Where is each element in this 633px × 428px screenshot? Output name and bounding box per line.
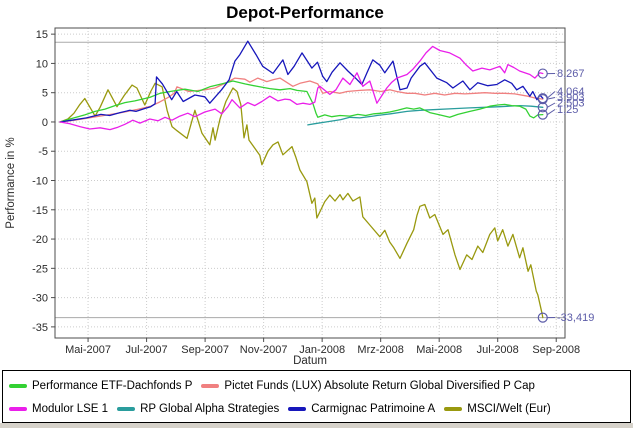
legend-label: Carmignac Patrimoine A xyxy=(311,402,436,415)
x-axis-title: Datum xyxy=(293,355,327,367)
end-value-label: 8,267 xyxy=(557,68,585,80)
x-tick-label: Sep-2007 xyxy=(181,344,229,356)
legend-row-1: Performance ETF-Dachfonds P Pictet Funds … xyxy=(9,374,624,397)
y-tick-label: 15 xyxy=(36,29,48,41)
end-value-leader xyxy=(546,91,556,99)
legend-swatch-performance-etf-dachfonds-p xyxy=(9,383,27,388)
end-value-label: -33,419 xyxy=(557,312,594,324)
x-tick-label: Mai-2008 xyxy=(416,344,462,356)
series-line-msci-welt-eur xyxy=(59,82,544,319)
legend-item-msci-welt-eur: MSCI/Welt (Eur) xyxy=(444,403,551,415)
legend-item-carmignac-patrimoine-a: Carmignac Patrimoine A xyxy=(288,403,435,415)
x-tick-label: Mai-2007 xyxy=(65,344,111,356)
performance-chart: Performance in % Datum 15 10 5 0 -5 -10 -15 -20… xyxy=(5,27,594,367)
y-tick-label: -10 xyxy=(32,176,48,188)
plot-border xyxy=(54,27,566,339)
y-tick-label: -35 xyxy=(32,322,48,334)
x-tick-label: Jan-2008 xyxy=(299,344,345,356)
legend: Performance ETF-Dachfonds P Pictet Funds … xyxy=(2,370,631,423)
y-tick-label: -15 xyxy=(32,205,48,217)
y-tick-label: 10 xyxy=(36,58,48,70)
end-value-leader xyxy=(547,97,556,100)
bottom-window-strip xyxy=(0,423,633,428)
legend-swatch-carmignac-patrimoine-a xyxy=(288,406,307,411)
x-tick-label: Jul-2007 xyxy=(125,344,167,356)
y-tick-label: -5 xyxy=(38,146,48,158)
legend-swatch-rp-global-alpha-strategies xyxy=(117,406,136,411)
legend-item-performance-etf-dachfonds-p: Performance ETF-Dachfonds P xyxy=(9,380,192,392)
y-tick-label: -25 xyxy=(32,263,48,275)
legend-label: Performance ETF-Dachfonds P xyxy=(32,379,193,392)
legend-swatch-modulor-lse-1 xyxy=(9,406,27,411)
end-value-label: 4,064 xyxy=(557,86,585,98)
legend-label: Pictet Funds (LUX) Absolute Return Globa… xyxy=(224,379,535,392)
series-line-rp-global-alpha-strategies xyxy=(307,104,544,126)
legend-row-2: Modulor LSE 1 RP Global Alpha Strategies C… xyxy=(9,397,624,420)
legend-label: Modulor LSE 1 xyxy=(32,402,109,415)
end-value-label: 1,25 xyxy=(557,104,578,116)
x-tick-label: Sep-2008 xyxy=(532,344,580,356)
series-line-modulor-lse-1 xyxy=(59,45,544,131)
y-tick-label: -20 xyxy=(32,234,48,246)
legend-swatch-msci-welt-eur xyxy=(444,406,463,411)
legend-item-rp-global-alpha-strategies: RP Global Alpha Strategies xyxy=(117,403,279,415)
legend-item-modulor-lse-1: Modulor LSE 1 xyxy=(9,403,108,415)
end-value-label: 2,503 xyxy=(557,98,585,110)
y-tick-label: 5 xyxy=(42,88,48,100)
legend-swatch-pictet-funds-lux-absolute-return-global-diversified-p-cap xyxy=(201,383,220,388)
y-tick-label: -30 xyxy=(32,293,48,305)
end-value-leader xyxy=(547,102,556,108)
y-axis-title: Performance in % xyxy=(5,137,17,228)
y-tick-label: 0 xyxy=(42,117,48,129)
series-line-performance-etf-dachfonds-p xyxy=(59,80,544,123)
chart-title: Depot-Performance xyxy=(226,3,384,22)
x-tick-label: Mrz-2008 xyxy=(357,344,403,356)
legend-item-pictet-funds-lux-absolute-return-global-diversified-p-cap: Pictet Funds (LUX) Absolute Return Globa… xyxy=(201,379,535,392)
end-value-leader xyxy=(546,109,556,116)
x-tick-label: Jul-2008 xyxy=(477,344,519,356)
end-value-label: 3,903 xyxy=(557,92,585,104)
legend-label: RP Global Alpha Strategies xyxy=(140,402,280,415)
legend-label: MSCI/Welt (Eur) xyxy=(467,402,551,415)
x-tick-label: Nov-2007 xyxy=(240,344,288,356)
series-line-carmignac-patrimoine-a xyxy=(59,40,544,123)
